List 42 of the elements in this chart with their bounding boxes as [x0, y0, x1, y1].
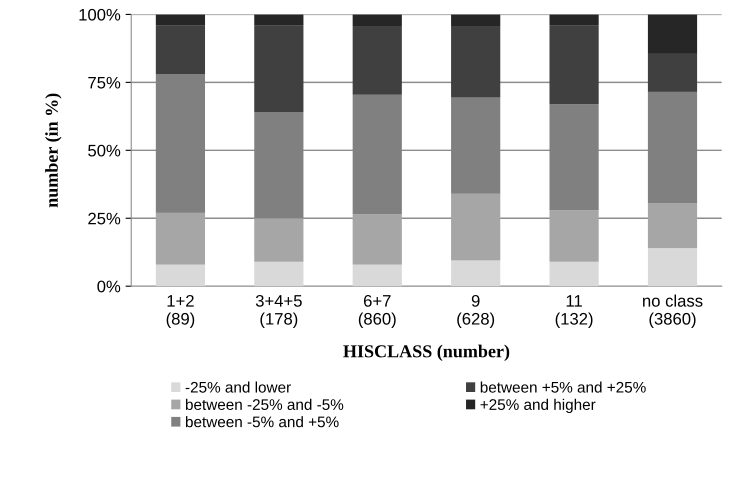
- bar: [352, 214, 402, 264]
- x-axis-title: HISCLASS (number): [343, 344, 510, 362]
- legend-label: between -25% and -5%: [186, 398, 344, 410]
- y-tick-label: 50%: [88, 144, 120, 157]
- y-tick-label: 100%: [79, 8, 120, 21]
- x-tick-label: no class (3860): [643, 294, 702, 328]
- y-tick-label: 75%: [88, 76, 120, 89]
- bar: [648, 14, 698, 54]
- bar: [254, 25, 304, 112]
- bar: [254, 262, 304, 286]
- legend-label: between -5% and +5%: [186, 416, 339, 428]
- bar: [451, 260, 500, 286]
- bar: [451, 14, 500, 27]
- bar: [451, 194, 500, 260]
- bar: [549, 25, 599, 104]
- bar: [352, 26, 402, 95]
- bar: [156, 14, 206, 26]
- x-tick-label: 6+7 (860): [358, 294, 396, 328]
- bar: [156, 264, 206, 286]
- bar: [549, 210, 599, 262]
- bar: [451, 26, 500, 98]
- bar: [549, 14, 599, 26]
- x-tick-label: 9 (628): [457, 294, 494, 328]
- x-tick-label: 1+2 (89): [166, 294, 194, 328]
- bar: [156, 212, 206, 264]
- legend-label: +25% and higher: [480, 398, 596, 414]
- y-tick-label: 0%: [97, 280, 120, 292]
- bar: [648, 248, 698, 286]
- bar: [648, 203, 698, 248]
- x-tick-label: 3+4+5 (178): [256, 294, 302, 328]
- bar: [254, 14, 304, 26]
- bar: [648, 54, 698, 92]
- x-tick-label: 11 (132): [556, 295, 593, 328]
- bar: [352, 14, 402, 27]
- legend-label: -25% and lower: [186, 381, 291, 393]
- y-axis-title: number (in %): [45, 94, 62, 208]
- legend-label: between +5% and +25%: [480, 381, 646, 393]
- y-tick-label: 25%: [88, 212, 120, 224]
- bar: [352, 264, 402, 286]
- bar: [156, 25, 206, 74]
- bar: [549, 262, 599, 286]
- bar: [254, 218, 304, 262]
